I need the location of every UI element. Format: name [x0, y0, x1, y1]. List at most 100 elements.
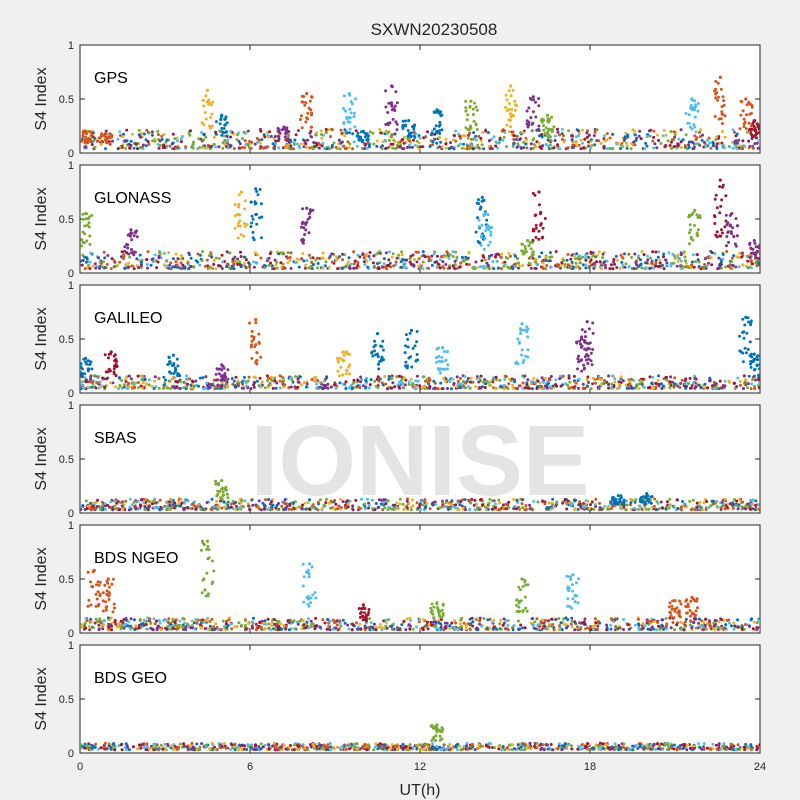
data-point — [136, 386, 140, 390]
data-point — [403, 262, 407, 266]
data-point — [240, 380, 244, 384]
data-point — [310, 135, 313, 139]
data-point — [232, 379, 236, 383]
data-point — [80, 238, 84, 242]
data-point — [471, 147, 475, 151]
data-point — [466, 136, 470, 140]
data-point — [95, 505, 99, 508]
data-point — [577, 132, 581, 135]
data-point — [521, 498, 525, 502]
data-point — [140, 131, 143, 135]
data-point — [321, 141, 325, 145]
data-point — [587, 133, 591, 137]
data-point — [268, 252, 272, 256]
data-point — [378, 261, 382, 265]
data-point — [639, 137, 643, 141]
data-point — [625, 499, 629, 503]
data-point — [356, 264, 360, 267]
data-point — [545, 506, 549, 509]
data-point — [226, 368, 230, 372]
data-point — [372, 142, 376, 146]
data-point — [104, 507, 108, 511]
data-point — [390, 102, 393, 106]
data-point — [477, 202, 481, 206]
data-point — [649, 495, 653, 499]
data-point — [238, 506, 242, 510]
y-tick-label: 1 — [68, 160, 74, 172]
data-point — [88, 138, 92, 142]
data-point — [526, 378, 530, 382]
data-point — [282, 501, 286, 505]
data-point — [381, 383, 385, 387]
data-point — [706, 138, 709, 142]
data-point — [434, 110, 438, 114]
data-point — [683, 379, 687, 383]
data-point — [292, 142, 296, 146]
panel-label: GPS — [94, 70, 128, 87]
data-point — [513, 103, 517, 107]
data-point — [305, 145, 308, 149]
data-point — [332, 141, 336, 145]
data-point — [249, 200, 253, 204]
data-point — [298, 258, 302, 262]
data-point — [587, 255, 590, 259]
data-point — [610, 374, 614, 378]
data-point — [218, 129, 222, 133]
data-point — [489, 230, 493, 234]
data-point — [199, 505, 203, 509]
data-point — [698, 500, 702, 504]
data-point — [351, 147, 355, 151]
data-point — [627, 265, 631, 269]
data-point — [589, 143, 593, 147]
data-point — [330, 145, 334, 149]
data-point — [393, 140, 397, 143]
data-point — [90, 143, 94, 146]
data-point — [372, 254, 376, 258]
data-point — [399, 265, 403, 269]
data-point — [749, 498, 753, 502]
data-point — [138, 253, 142, 257]
data-point — [286, 256, 290, 260]
data-point — [100, 265, 104, 269]
data-point — [647, 129, 651, 133]
data-point — [293, 500, 297, 504]
data-point — [511, 144, 515, 148]
data-point — [736, 224, 740, 228]
data-point — [376, 352, 379, 356]
data-point — [754, 129, 758, 133]
data-point — [473, 101, 477, 105]
data-point — [423, 385, 427, 389]
data-point — [371, 354, 375, 358]
data-point — [498, 136, 502, 140]
data-point — [697, 383, 701, 387]
data-point — [479, 136, 483, 140]
data-point — [660, 506, 664, 510]
data-point — [99, 262, 103, 265]
data-point — [88, 234, 92, 238]
data-point — [755, 363, 759, 367]
data-point — [568, 380, 572, 384]
data-point — [654, 261, 658, 265]
data-point — [580, 328, 584, 332]
data-point — [440, 355, 444, 359]
data-point — [178, 504, 182, 508]
data-point — [721, 185, 724, 189]
data-point — [596, 377, 600, 381]
data-point — [714, 96, 718, 100]
data-point — [610, 385, 614, 389]
data-point — [694, 142, 698, 146]
data-point — [456, 379, 460, 383]
data-point — [679, 140, 683, 144]
data-point — [166, 264, 170, 268]
data-point — [435, 356, 438, 360]
data-point — [570, 385, 574, 389]
data-point — [393, 385, 397, 389]
data-point — [578, 254, 582, 258]
data-point — [509, 125, 513, 129]
data-point — [625, 503, 629, 507]
data-point — [566, 253, 570, 256]
data-point — [304, 120, 308, 124]
data-point — [644, 141, 648, 145]
data-point — [750, 355, 754, 359]
data-point — [289, 140, 293, 144]
